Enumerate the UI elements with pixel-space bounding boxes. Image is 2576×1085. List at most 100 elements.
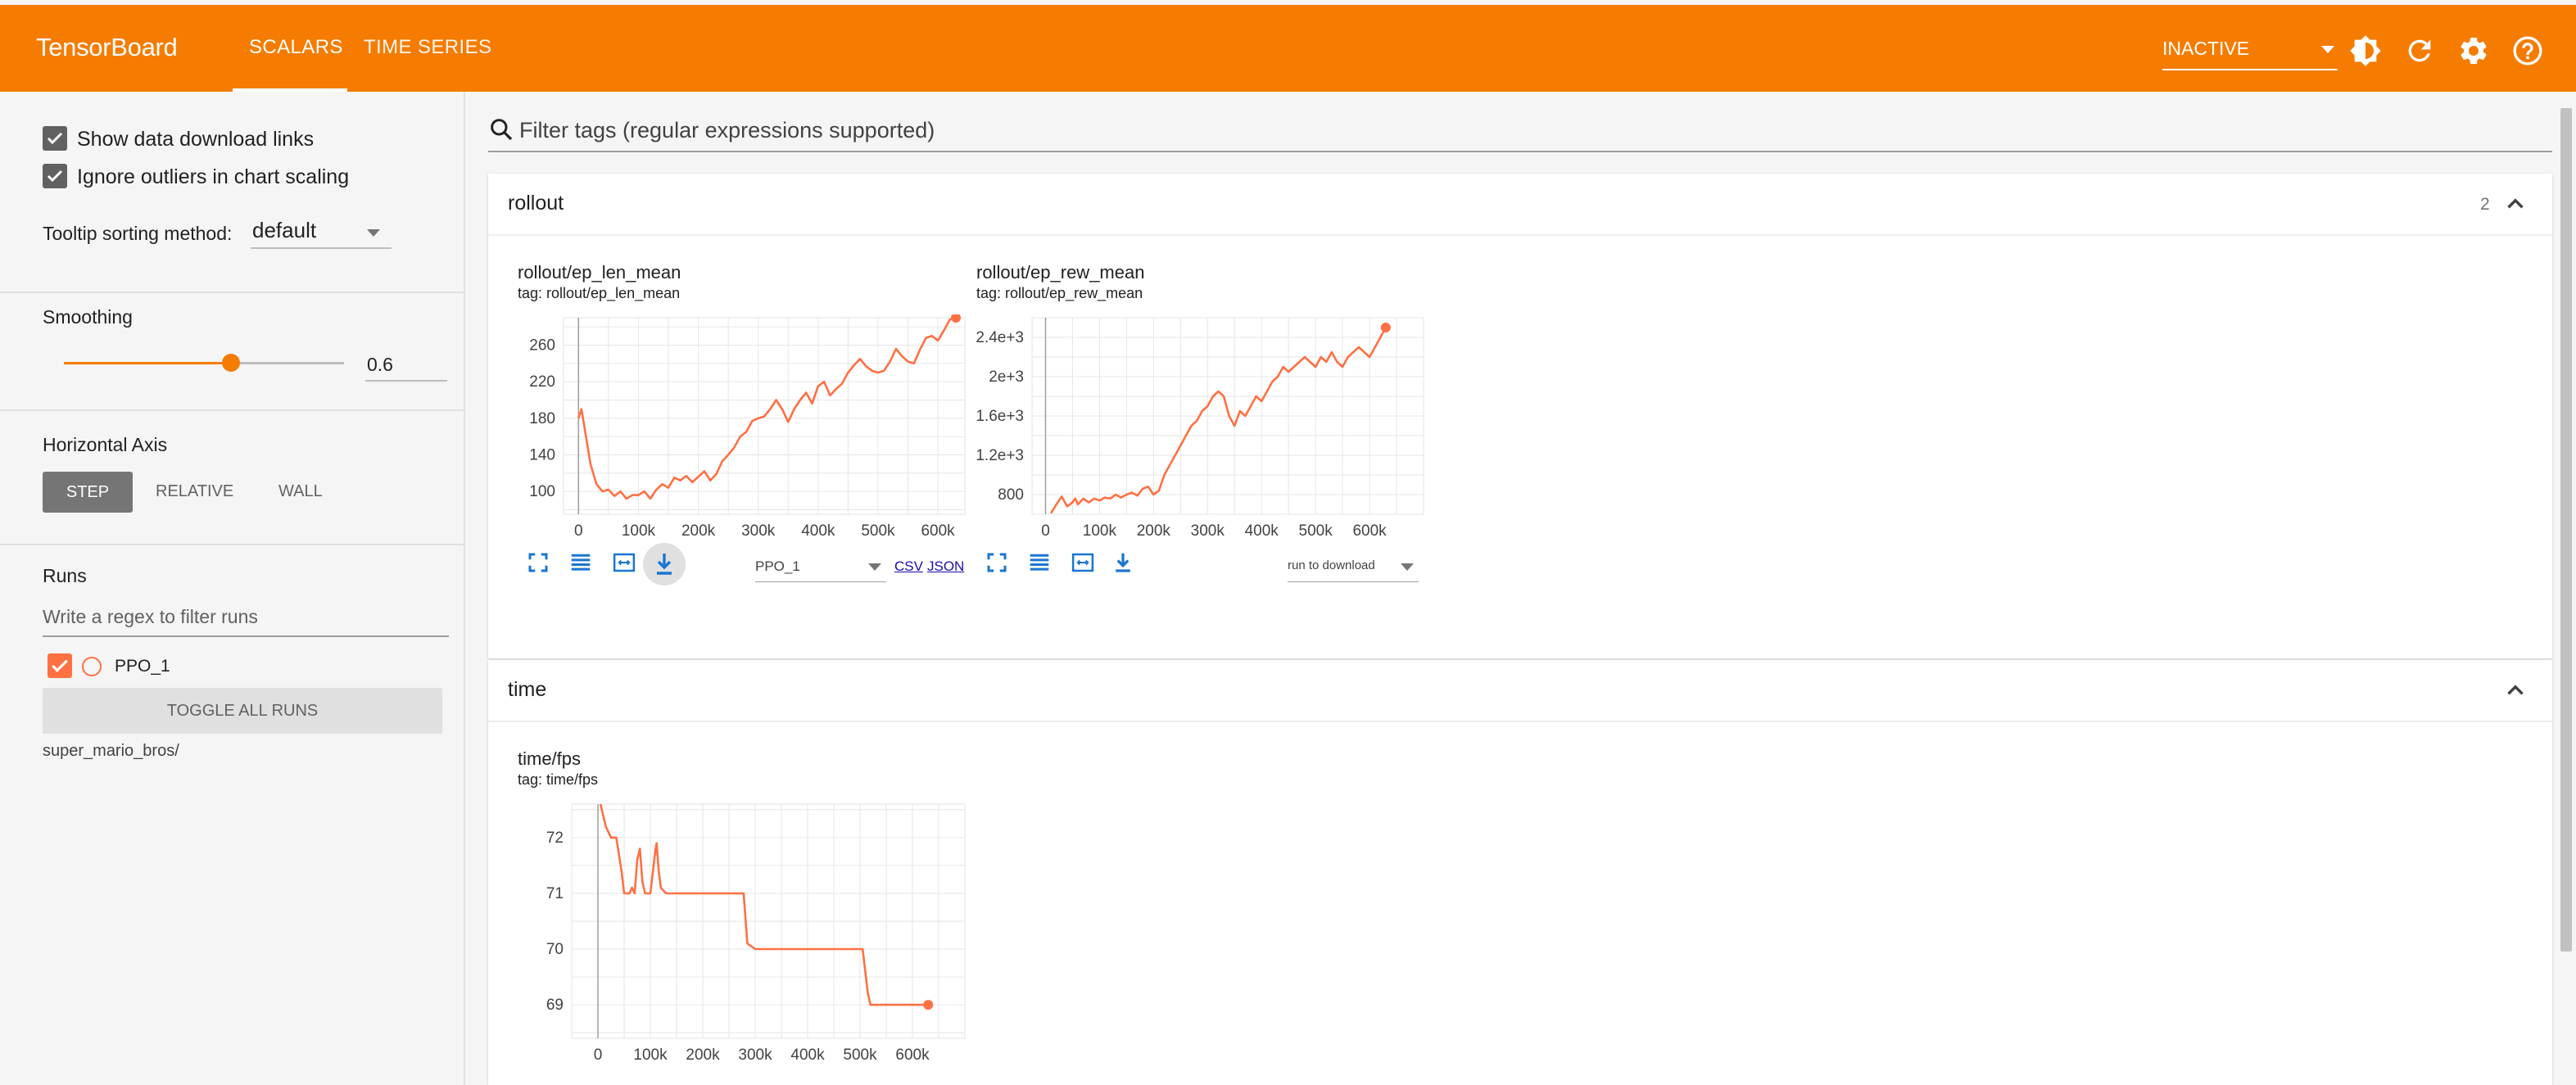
download-run-placeholder: run to download <box>1288 558 1375 572</box>
search-icon <box>491 119 513 141</box>
smoothing-slider-track[interactable] <box>231 362 344 364</box>
series-end-point <box>951 314 962 323</box>
run-name: PPO_1 <box>115 657 170 676</box>
fullscreen-icon[interactable] <box>985 550 1009 575</box>
smoothing-value: 0.6 <box>367 354 393 375</box>
fit-domain-icon[interactable] <box>609 550 639 575</box>
run-directory-label: super_mario_bros/ <box>43 742 179 760</box>
checkbox-checked-icon <box>43 126 67 151</box>
y-tick-label: 2.4e+3 <box>976 329 1024 346</box>
download-icon[interactable] <box>1111 549 1135 576</box>
x-tick-label: 0 <box>1041 522 1050 540</box>
x-tick-label: 400k <box>801 522 835 540</box>
theme-toggle-icon[interactable] <box>2349 34 2382 67</box>
y-tick-label: 1.6e+3 <box>976 408 1024 425</box>
x-tick-label: 300k <box>1191 522 1225 540</box>
help-icon[interactable] <box>2511 34 2544 67</box>
download-icon[interactable] <box>642 542 686 586</box>
chart-title: time/fps <box>518 748 582 769</box>
x-tick-label: 200k <box>1137 522 1171 540</box>
ignore-outliers-checkbox[interactable]: Ignore outliers in chart scaling <box>43 162 354 192</box>
line-chart[interactable]: 800 1.2e+3 1.6e+3 2e+3 2.4e+3 0 100k 200k 300k 40… <box>976 314 1435 552</box>
tag-filter-placeholder: Filter tags (regular expressions support… <box>519 118 935 142</box>
x-tick-label: 600k <box>921 522 955 540</box>
reload-status-select[interactable]: INACTIVE <box>2162 34 2338 70</box>
runs-title: Runs <box>43 565 87 586</box>
x-tick-label: 500k <box>843 1047 877 1064</box>
rollout-group-header[interactable]: rollout 2 <box>488 174 2552 236</box>
y-tick-label: 800 <box>998 486 1024 504</box>
reload-status-value: INACTIVE <box>2162 38 2250 59</box>
x-tick-label: 600k <box>895 1047 930 1064</box>
group-title: time <box>508 678 547 701</box>
series-end-point <box>1380 323 1391 332</box>
chevron-down-icon <box>1401 563 1414 571</box>
run-checkbox[interactable] <box>48 653 72 678</box>
chevron-down-icon <box>367 229 380 237</box>
y-tick-label: 71 <box>546 885 564 902</box>
smoothing-input[interactable]: 0.6 <box>365 347 447 382</box>
y-tick-label: 72 <box>546 830 564 847</box>
smoothing-section <box>0 292 464 411</box>
scrollbar-thumb[interactable] <box>2560 108 2572 952</box>
series-line-PPO_1 <box>599 803 929 1006</box>
x-tick-label: 100k <box>633 1047 668 1064</box>
runs-filter-input[interactable]: Write a regex to filter runs <box>43 599 449 637</box>
run-color-picker[interactable] <box>82 657 102 676</box>
data-table-icon[interactable] <box>1025 550 1053 575</box>
chevron-down-icon <box>868 563 881 571</box>
y-tick-label: 70 <box>546 941 564 958</box>
chart-ep-len-mean: rollout/ep_len_mean tag: rollout/ep_len_… <box>518 262 976 647</box>
tab-scalars[interactable]: SCALARS <box>249 36 343 58</box>
axis-step-button[interactable]: STEP <box>43 472 133 513</box>
download-run-select[interactable]: run to download <box>1288 554 1419 582</box>
checkbox-checked-icon <box>43 164 67 188</box>
rollout-group-card: rollout 2 rollout/ep_len_mean tag: rollo… <box>488 174 2552 658</box>
top-app-bar: TensorBoard SCALARS TIME SERIES INACTIVE <box>0 0 2576 93</box>
show-download-links-label: Show data download links <box>77 128 315 151</box>
y-tick-label: 220 <box>529 373 555 391</box>
x-tick-label: 200k <box>686 1047 720 1064</box>
x-tick-label: 500k <box>861 522 895 540</box>
y-tick-label: 140 <box>529 446 555 463</box>
refresh-icon[interactable] <box>2403 34 2436 67</box>
series-end-point <box>923 1000 934 1010</box>
fit-domain-icon[interactable] <box>1068 550 1098 575</box>
time-group-header[interactable]: time <box>488 660 2552 722</box>
page-scrollbar[interactable] <box>2559 95 2574 1085</box>
y-tick-label: 1.2e+3 <box>976 447 1024 464</box>
settings-section: Show data download links Ignore outliers… <box>0 92 464 293</box>
chevron-up-icon[interactable] <box>2501 676 2529 704</box>
tag-filter-input[interactable]: Filter tags (regular expressions support… <box>488 113 2552 152</box>
show-download-links-checkbox[interactable]: Show data download links <box>43 124 337 154</box>
tab-time-series[interactable]: TIME SERIES <box>364 36 492 58</box>
line-chart[interactable]: 69 70 71 72 0 100k 200k 300k 400k 500k 600k <box>518 801 976 1079</box>
download-run-select[interactable]: PPO_1 <box>755 554 886 582</box>
active-tab-indicator <box>233 88 347 93</box>
chart-tag: tag: rollout/ep_rew_mean <box>976 285 1143 301</box>
chevron-up-icon[interactable] <box>2501 190 2529 218</box>
x-tick-label: 400k <box>1245 522 1279 540</box>
x-tick-label: 100k <box>1083 522 1117 540</box>
data-table-icon[interactable] <box>567 550 595 575</box>
smoothing-slider-handle[interactable] <box>222 354 240 372</box>
y-tick-label: 69 <box>546 997 564 1014</box>
chevron-down-icon <box>2321 46 2334 53</box>
app-brand[interactable]: TensorBoard <box>36 33 178 61</box>
csv-download-link[interactable]: CSV <box>894 558 923 574</box>
chart-tag: tag: time/fps <box>518 771 599 788</box>
axis-relative-button[interactable]: RELATIVE <box>156 482 234 500</box>
tooltip-sorting-select[interactable]: default <box>251 215 392 249</box>
chart-tag: tag: rollout/ep_len_mean <box>518 285 681 301</box>
smoothing-slider-fill[interactable] <box>64 362 231 364</box>
ignore-outliers-label: Ignore outliers in chart scaling <box>77 165 350 188</box>
x-tick-label: 500k <box>1299 522 1333 540</box>
line-chart[interactable]: 100 140 180 220 260 0 100k 200k 300k 400k 500k 600k <box>518 314 976 552</box>
json-download-link[interactable]: JSON <box>927 558 965 574</box>
time-group-card: time time/fps tag: time/fps 69 70 71 72 0 100… <box>488 660 2552 1085</box>
fullscreen-icon[interactable] <box>526 550 550 575</box>
axis-wall-button[interactable]: WALL <box>278 482 323 500</box>
x-tick-label: 0 <box>574 522 583 540</box>
settings-gear-icon[interactable] <box>2457 34 2490 67</box>
toggle-all-runs-button[interactable]: TOGGLE ALL RUNS <box>43 688 442 734</box>
